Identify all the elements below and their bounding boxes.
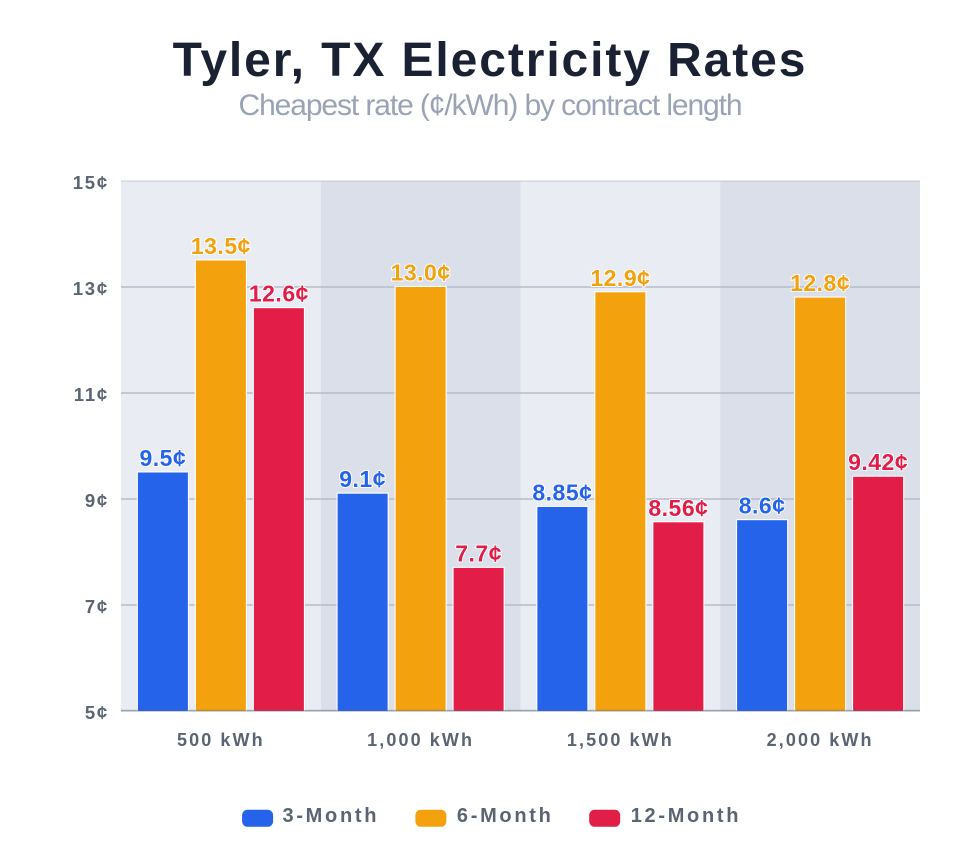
svg-text:7.7¢: 7.7¢ [455,540,502,566]
svg-text:15¢: 15¢ [73,172,109,193]
svg-text:Tyler, TX Electricity Rates: Tyler, TX Electricity Rates [173,34,808,87]
svg-text:5¢: 5¢ [85,702,109,723]
svg-text:9.42¢: 9.42¢ [848,449,908,475]
svg-text:8.6¢: 8.6¢ [739,493,786,519]
svg-text:8.56¢: 8.56¢ [648,495,708,521]
svg-text:13.0¢: 13.0¢ [391,260,451,286]
svg-text:12.8¢: 12.8¢ [790,270,850,296]
svg-text:12.9¢: 12.9¢ [590,265,650,291]
svg-text:1,000 kWh: 1,000 kWh [367,730,474,750]
svg-text:1,500 kWh: 1,500 kWh [567,730,674,750]
svg-text:13¢: 13¢ [73,278,109,299]
svg-text:500 kWh: 500 kWh [177,730,265,750]
svg-text:13.5¢: 13.5¢ [191,233,251,259]
svg-text:9¢: 9¢ [85,490,109,511]
svg-text:12.6¢: 12.6¢ [249,281,309,307]
svg-text:9.1¢: 9.1¢ [339,466,386,492]
svg-text:6-Month: 6-Month [457,805,554,827]
svg-text:7¢: 7¢ [85,596,109,617]
svg-text:3-Month: 3-Month [283,805,380,827]
svg-text:Cheapest rate (¢/kWh) by contr: Cheapest rate (¢/kWh) by contract length [239,89,742,122]
svg-text:11¢: 11¢ [74,384,109,405]
svg-text:2,000 kWh: 2,000 kWh [767,730,874,750]
svg-text:9.5¢: 9.5¢ [139,445,186,471]
svg-text:8.85¢: 8.85¢ [532,479,592,505]
svg-text:12-Month: 12-Month [631,805,741,827]
